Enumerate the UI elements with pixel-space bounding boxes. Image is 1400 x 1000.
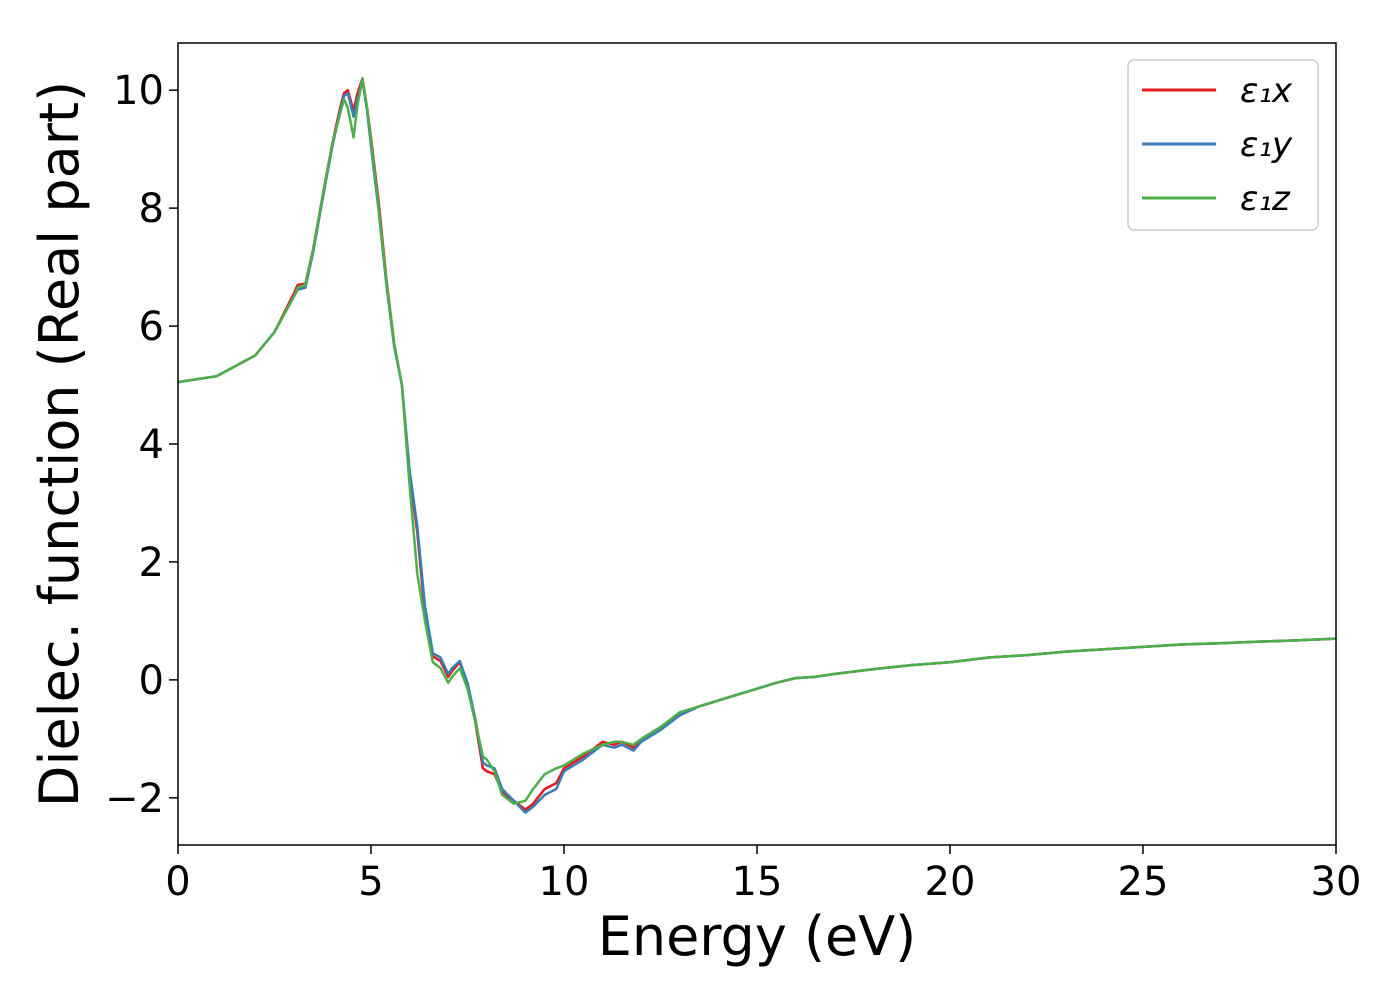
y-tick-label: 8 <box>139 186 164 232</box>
legend-entry: ε₁y <box>1240 125 1293 165</box>
legend: ε₁x ε₁y ε₁z <box>1127 59 1319 231</box>
series-layer <box>177 77 1337 814</box>
x-tick-label: 20 <box>925 859 976 905</box>
y-tick-label: 10 <box>113 68 164 114</box>
x-axis-ticks: 0 5 10 15 20 25 30 <box>165 845 1361 905</box>
legend-entry: ε₁z <box>1240 179 1291 219</box>
x-axis-label: Energy (eV) <box>598 905 917 968</box>
y-tick-label: −2 <box>105 776 164 822</box>
x-tick-label: 15 <box>732 859 783 905</box>
y-tick-label: 6 <box>139 304 164 350</box>
y-axis-ticks: −2 0 2 4 6 8 10 <box>105 68 178 822</box>
series-line-2 <box>177 77 1337 805</box>
legend-entry: ε₁x <box>1240 71 1293 111</box>
legend-box <box>1127 59 1319 231</box>
y-axis-label: Dielec. function (Real part) <box>28 81 91 807</box>
y-tick-label: 4 <box>139 422 164 468</box>
x-tick-label: 5 <box>358 859 383 905</box>
x-tick-label: 25 <box>1118 859 1169 905</box>
x-tick-label: 0 <box>165 859 190 905</box>
y-tick-label: 0 <box>139 658 164 704</box>
x-tick-label: 30 <box>1311 859 1362 905</box>
y-tick-label: 2 <box>139 540 164 586</box>
x-tick-label: 10 <box>539 859 590 905</box>
